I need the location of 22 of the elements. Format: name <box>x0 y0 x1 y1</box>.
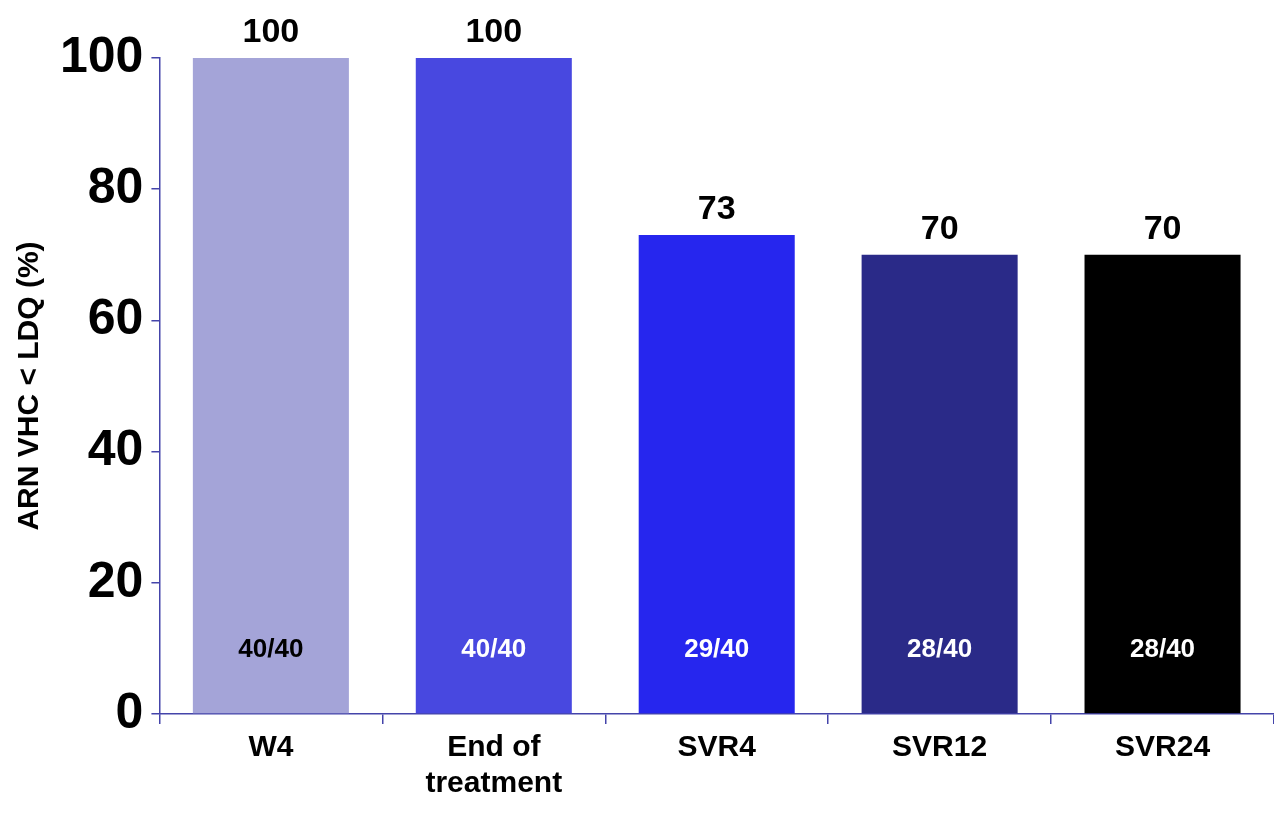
data-label: 73 <box>697 188 736 227</box>
x-tick-label: W4 <box>248 729 294 763</box>
y-tick-label: 60 <box>87 289 144 346</box>
y-tick-label: 100 <box>59 26 144 83</box>
annotation: 40/40 <box>461 633 527 664</box>
y-tick-label: 0 <box>115 682 144 739</box>
data-label: 100 <box>465 11 523 50</box>
x-tick-label: SVR12 <box>892 729 988 763</box>
x-tick-label: SVR24 <box>1115 729 1211 763</box>
x-tick-label: SVR4 <box>677 729 757 763</box>
y-tick-label: 40 <box>87 420 144 477</box>
data-label: 70 <box>1143 208 1182 247</box>
annotation: 28/40 <box>907 633 973 664</box>
annotation: 28/40 <box>1130 633 1196 664</box>
y-axis-title: ARN VHC < LDQ (%) <box>11 241 45 531</box>
data-label: 100 <box>242 11 300 50</box>
y-tick-label: 20 <box>87 551 144 608</box>
x-tick-label: End of treatment <box>425 729 563 799</box>
annotation: 40/40 <box>238 633 304 664</box>
annotation: 29/40 <box>684 633 750 664</box>
data-label: 70 <box>920 208 959 247</box>
y-tick-label: 80 <box>87 157 144 214</box>
